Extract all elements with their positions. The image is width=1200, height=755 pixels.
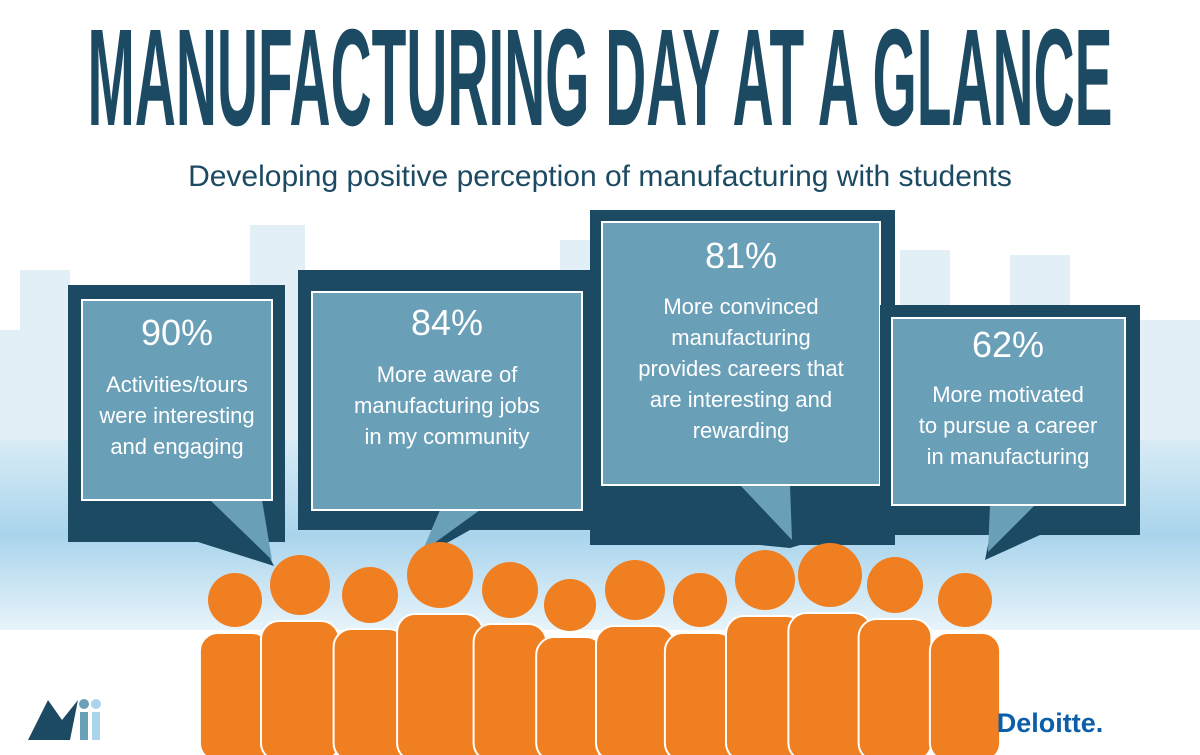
person-head [544, 579, 596, 631]
bubble-text: More aware of [377, 362, 519, 387]
person-head [605, 560, 665, 620]
bubble-stat: 81% [705, 235, 777, 276]
person-body [663, 632, 737, 755]
bubble-text: provides careers that [638, 356, 843, 381]
bubble-panel [81, 299, 273, 501]
person-body [198, 632, 272, 755]
bubble-text: More convinced [663, 294, 818, 319]
bubble-text: rewarding [693, 418, 790, 443]
bubble-text: More motivated [932, 382, 1084, 407]
bubble-panel [311, 291, 583, 511]
bubble-tail [210, 500, 272, 560]
speech-bubble: 81% More convinced manufacturing provides c… [590, 210, 895, 548]
person-body [332, 628, 408, 755]
bubble-tail [988, 505, 1035, 552]
bubble-tail [422, 510, 480, 552]
bubble-stat: 62% [972, 324, 1044, 365]
person-head [938, 573, 992, 627]
people [198, 542, 1002, 755]
brand: Deloitte. [997, 708, 1104, 738]
subtitle: Developing positive perception of manufa… [188, 160, 1012, 193]
person-body [535, 636, 605, 755]
speech-bubble: 90% Activities/tours were interesting and e… [68, 285, 285, 566]
bubble-text: Activities/tours [106, 372, 248, 397]
speech-bubble: 62% More motivated to pursue a career in ma… [880, 305, 1140, 560]
person-body [857, 618, 933, 755]
title: MANUFACTURING DAY AT A GLANCE [88, 1, 1113, 155]
person-head [482, 562, 538, 618]
bubbles: 90% Activities/tours were interesting and e… [68, 210, 1140, 566]
bubble-tail [740, 485, 792, 540]
bubble-text: were interesting [98, 403, 254, 428]
bubble-panel [601, 221, 881, 486]
bubble-stat: 84% [411, 302, 483, 343]
mi-logo [28, 699, 101, 740]
person-head [270, 555, 330, 615]
person-body [928, 632, 1002, 755]
person-head [867, 557, 923, 613]
bubble-text: in my community [364, 424, 529, 449]
person-head [735, 550, 795, 610]
bubble-text: to pursue a career [919, 413, 1098, 438]
person-head [342, 567, 398, 623]
person-body [260, 620, 340, 755]
bubble-text: manufacturing jobs [354, 393, 540, 418]
person-body [595, 625, 675, 755]
person-head [208, 573, 262, 627]
person-head [673, 573, 727, 627]
bubble-text: in manufacturing [927, 444, 1090, 469]
bubble-text: and engaging [110, 434, 243, 459]
person-body [396, 613, 484, 755]
bubble-panel [891, 317, 1126, 506]
person-head [798, 543, 862, 607]
bubble-text: are interesting and [650, 387, 832, 412]
person-head [407, 542, 473, 608]
bubble-stat: 90% [141, 312, 213, 353]
speech-bubble: 84% More aware of manufacturing jobs in my … [298, 270, 596, 558]
bubble-text: manufacturing [671, 325, 810, 350]
